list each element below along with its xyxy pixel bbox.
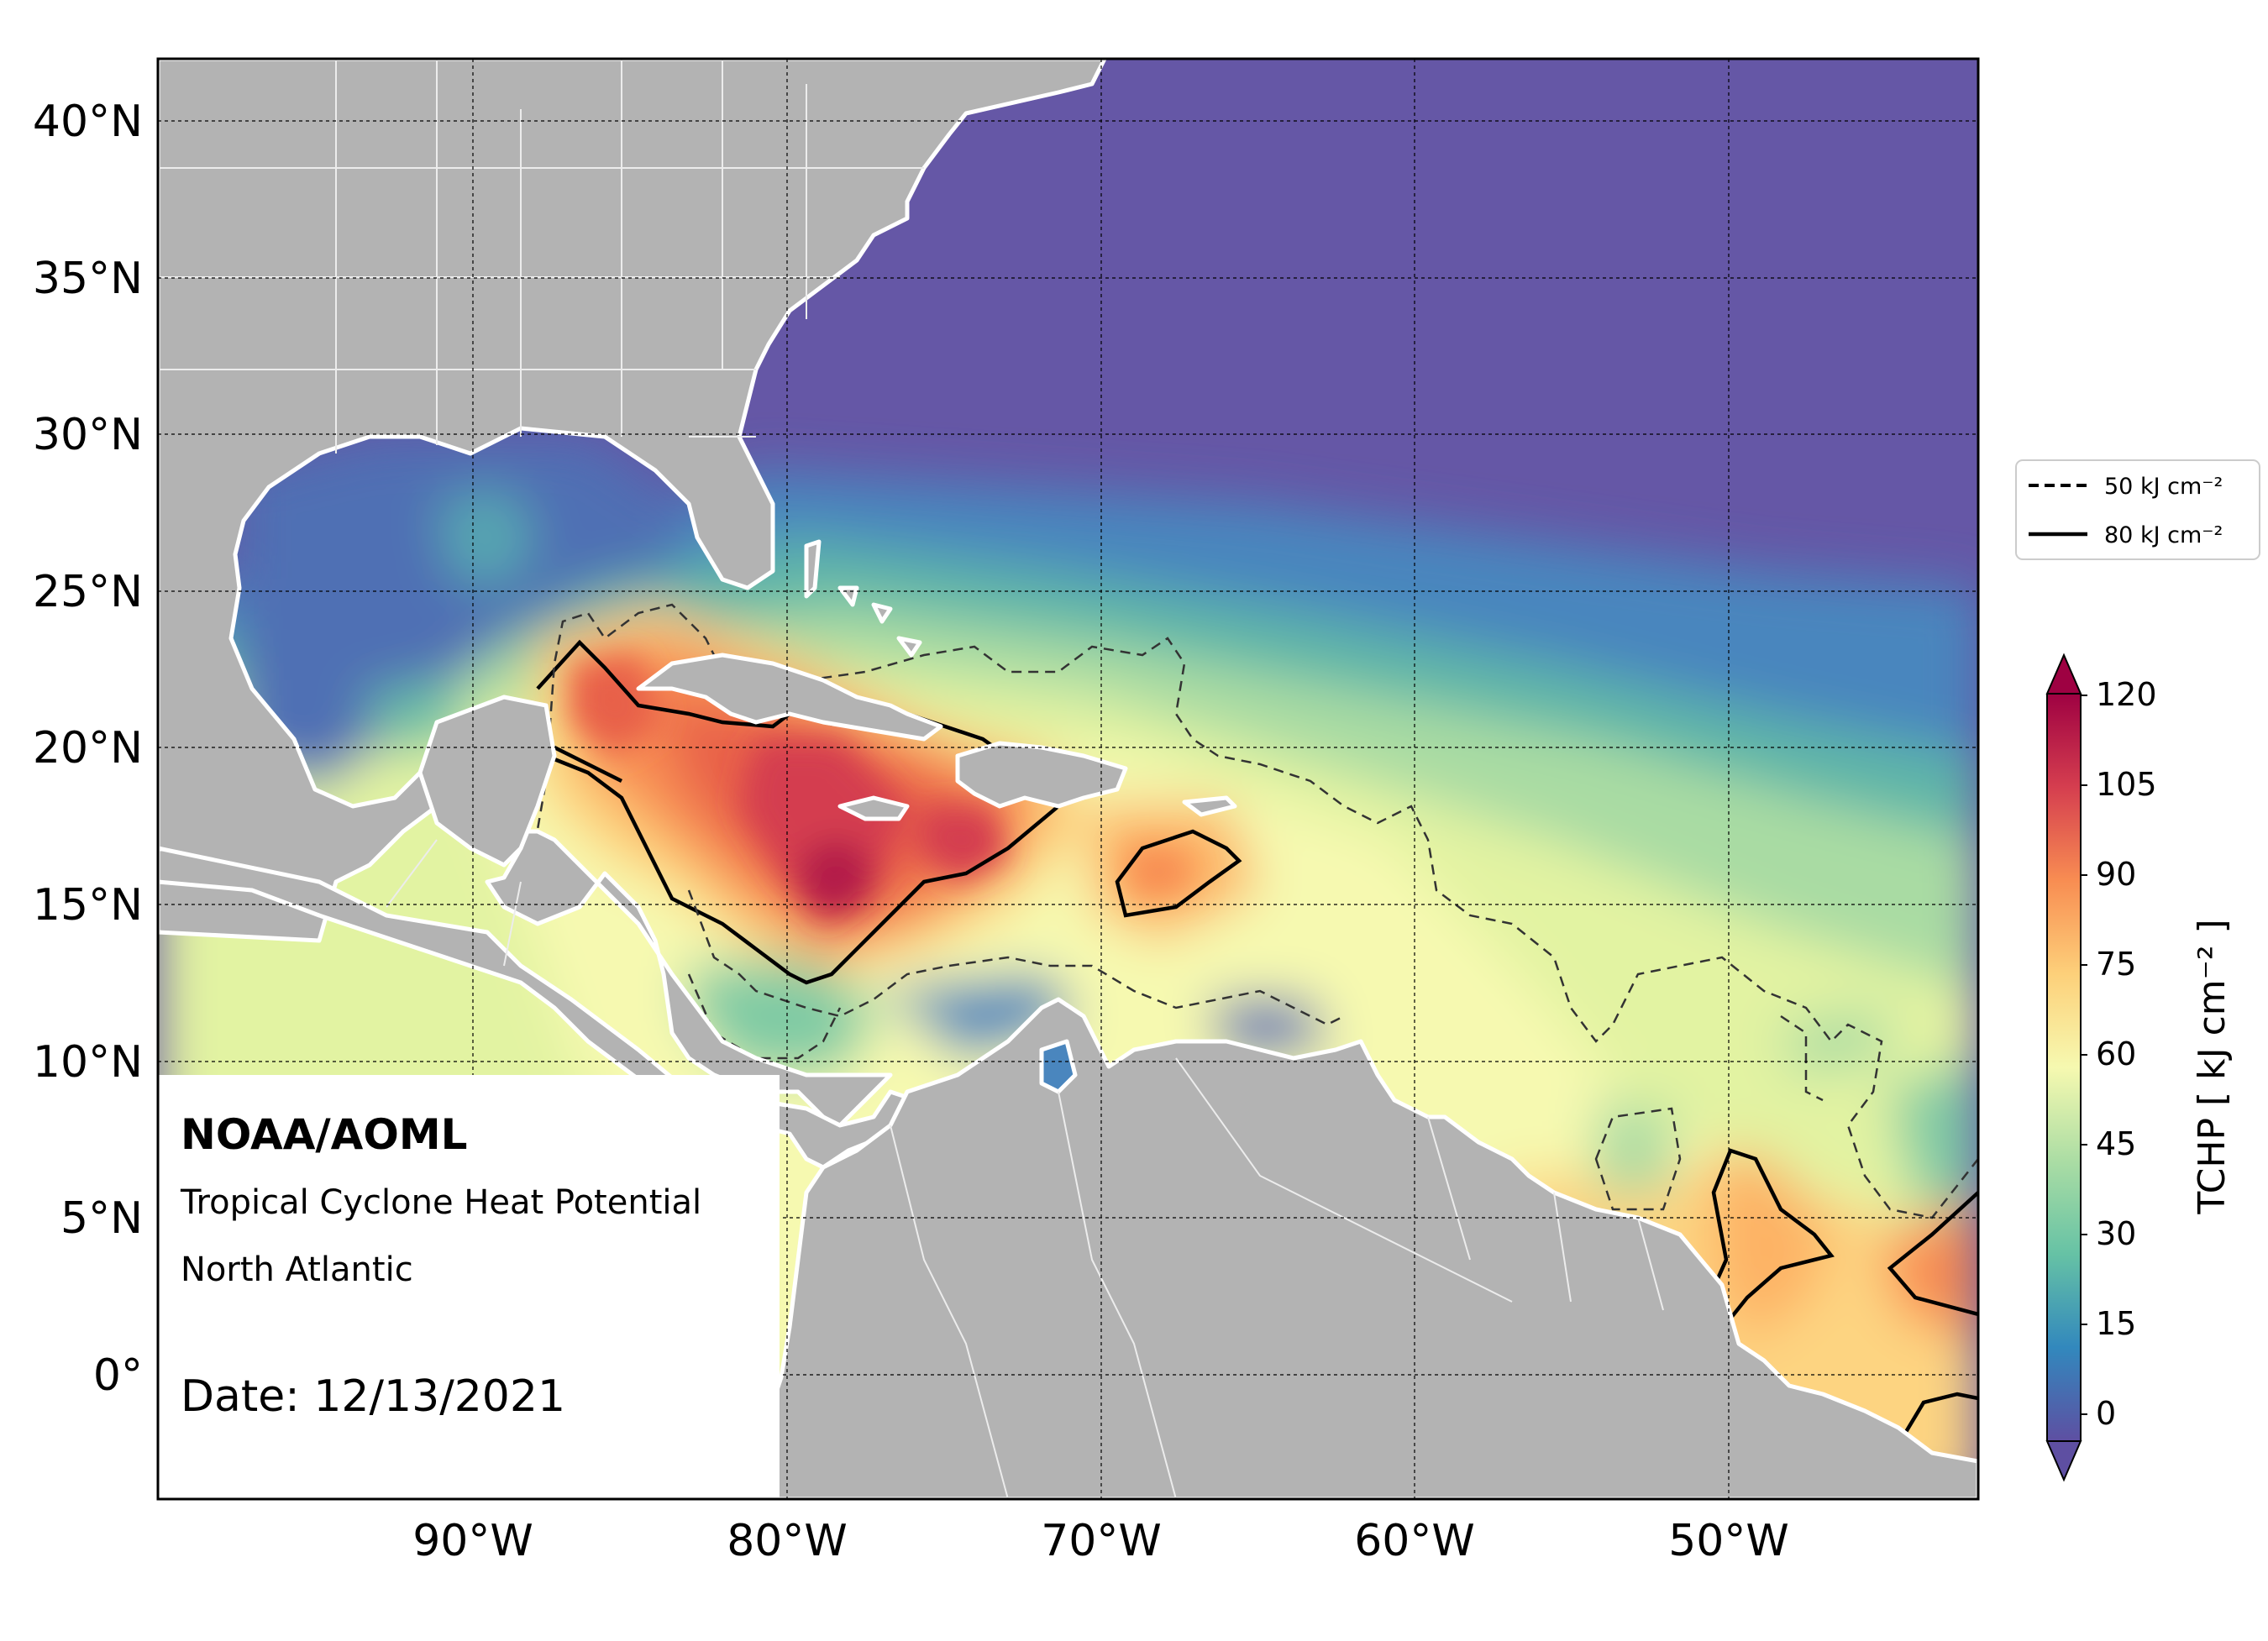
lat-label: 30°N — [33, 410, 143, 460]
product-name: Tropical Cyclone Heat Potential — [180, 1183, 701, 1222]
colorbar-title: TCHP [ kJ cm⁻² ] — [2191, 919, 2234, 1214]
contour-legend: 50 kJ cm⁻² 80 kJ cm⁻² — [2015, 459, 2260, 560]
date-label: Date: 12/13/2021 — [181, 1371, 565, 1422]
region-name: North Atlantic — [181, 1250, 413, 1289]
lon-label: 60°W — [1354, 1516, 1475, 1566]
colorbar-tick: 105 — [2096, 766, 2157, 803]
lat-label: 20°N — [33, 723, 143, 773]
legend-label-80: 80 kJ cm⁻² — [2104, 522, 2223, 548]
colorbar-tick: 120 — [2096, 676, 2157, 713]
lat-label: 10°N — [33, 1037, 143, 1088]
lat-label: 15°N — [33, 880, 143, 931]
info-box — [158, 1075, 780, 1499]
lat-label: 5°N — [60, 1193, 143, 1244]
contour-80 — [536, 639, 1978, 1446]
lat-label: 25°N — [33, 567, 143, 617]
colorbar-fill — [2047, 694, 2081, 1441]
colorbar-tick: 15 — [2096, 1305, 2136, 1342]
colorbar-tick: 60 — [2096, 1035, 2136, 1072]
colorbar-tick: 75 — [2096, 946, 2136, 983]
lat-label: 0° — [93, 1350, 143, 1401]
colorbar-tick: 90 — [2096, 856, 2136, 893]
lat-axis: 40°N 35°N 30°N 25°N 20°N 15°N 10°N 5°N 0… — [33, 97, 143, 1401]
graticule — [158, 59, 1978, 1499]
map-area[interactable] — [158, 59, 1978, 1499]
lon-label: 70°W — [1041, 1516, 1162, 1566]
lat-label: 35°N — [33, 254, 143, 304]
colorbar-tick: 0 — [2096, 1395, 2116, 1432]
lon-axis: 90°W 80°W 70°W 60°W 50°W — [412, 1516, 1789, 1566]
lon-label: 50°W — [1668, 1516, 1789, 1566]
lat-label: 40°N — [33, 97, 143, 147]
colorbar-tick: 30 — [2096, 1215, 2136, 1252]
legend-label-50: 50 kJ cm⁻² — [2104, 474, 2223, 500]
colorbar-min-arrow — [2045, 1440, 2082, 1482]
colorbar-tick: 45 — [2096, 1125, 2136, 1162]
org-title: NOAA/AOML — [181, 1110, 467, 1159]
colorbar-max-arrow — [2045, 653, 2082, 695]
land — [158, 59, 1978, 1499]
lon-label: 80°W — [727, 1516, 848, 1566]
map-frame — [156, 57, 1980, 1501]
colorbar: 120 105 90 75 60 45 30 15 0 TCHP [ kJ cm… — [2045, 653, 2234, 1482]
lon-label: 90°W — [412, 1516, 533, 1566]
